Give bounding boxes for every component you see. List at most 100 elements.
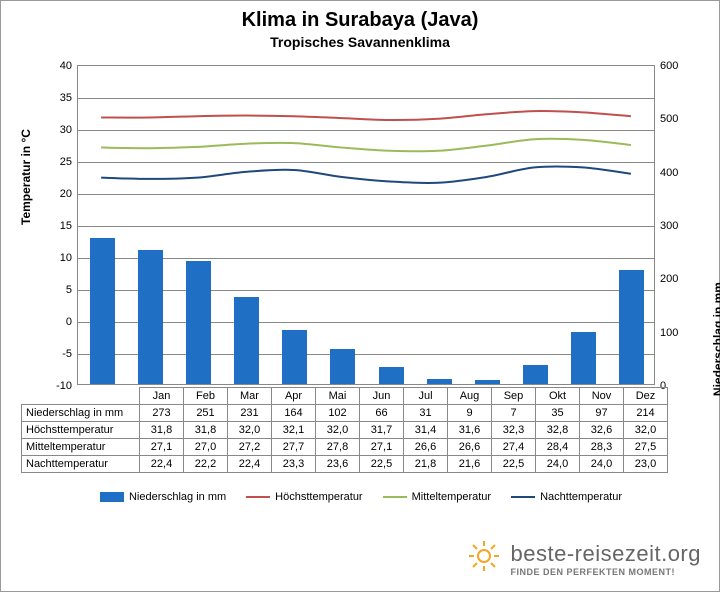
cell: 231: [228, 405, 272, 422]
row-label-precip: Niederschlag in mm: [22, 405, 140, 422]
legend-label: Niederschlag in mm: [129, 491, 226, 503]
cell: 21,6: [448, 456, 492, 473]
cell: 31,7: [360, 422, 404, 439]
climate-chart-frame: Klima in Surabaya (Java) Tropisches Sava…: [0, 0, 720, 592]
ytick-right: 200: [660, 273, 678, 285]
cell: 35: [536, 405, 580, 422]
ytick-left: 40: [60, 60, 72, 72]
row-label-mean: Mitteltemperatur: [22, 439, 140, 456]
month-header: Feb: [184, 388, 228, 405]
month-header: Nov: [580, 388, 624, 405]
row-label-high: Höchsttemperatur: [22, 422, 140, 439]
legend-swatch: [511, 496, 535, 498]
cell: 31: [404, 405, 448, 422]
cell: 24,0: [580, 456, 624, 473]
cell: 26,6: [404, 439, 448, 456]
cell: 102: [316, 405, 360, 422]
ytick-left: 20: [60, 188, 72, 200]
cell: 21,8: [404, 456, 448, 473]
legend-label: Höchsttemperatur: [275, 491, 362, 503]
legend-swatch: [383, 496, 407, 498]
month-header: Mar: [228, 388, 272, 405]
cell: 22,4: [228, 456, 272, 473]
cell: 214: [624, 405, 668, 422]
plot-area: -10-505101520253035400100200300400500600: [77, 65, 655, 385]
high-line: [101, 111, 631, 120]
cell: 32,8: [536, 422, 580, 439]
logo-brand: beste-reisezeit.org: [511, 541, 701, 567]
chart-subtitle: Tropisches Savannenklima: [1, 34, 719, 50]
ytick-left: -5: [62, 348, 72, 360]
legend-swatch: [246, 496, 270, 498]
cell: 27,8: [316, 439, 360, 456]
cell: 23,0: [624, 456, 668, 473]
cell: 27,0: [184, 439, 228, 456]
cell: 22,2: [184, 456, 228, 473]
month-header: Dez: [624, 388, 668, 405]
legend: Niederschlag in mm Höchsttemperatur Mittel…: [1, 491, 720, 503]
cell: 27,1: [140, 439, 184, 456]
legend-item-mean: Mitteltemperatur: [383, 491, 491, 503]
ytick-right: 500: [660, 113, 678, 125]
sun-icon: [468, 540, 500, 577]
cell: 31,8: [140, 422, 184, 439]
month-header: Okt: [536, 388, 580, 405]
ytick-right: 300: [660, 220, 678, 232]
legend-label: Nachttemperatur: [540, 491, 622, 503]
ytick-left: 30: [60, 124, 72, 136]
cell: 273: [140, 405, 184, 422]
cell: 27,1: [360, 439, 404, 456]
month-header: Sep: [492, 388, 536, 405]
cell: 27,5: [624, 439, 668, 456]
cell: 164: [272, 405, 316, 422]
month-header: Jun: [360, 388, 404, 405]
ytick-left: 0: [66, 316, 72, 328]
mean-line: [101, 139, 631, 152]
ytick-left: 35: [60, 92, 72, 104]
cell: 23,3: [272, 456, 316, 473]
cell: 23,6: [316, 456, 360, 473]
ytick-right: 600: [660, 60, 678, 72]
month-header: Aug: [448, 388, 492, 405]
cell: 22,4: [140, 456, 184, 473]
cell: 22,5: [492, 456, 536, 473]
month-header: Jul: [404, 388, 448, 405]
month-header: Jan: [140, 388, 184, 405]
legend-label: Mitteltemperatur: [412, 491, 491, 503]
cell: 28,4: [536, 439, 580, 456]
month-header: Apr: [272, 388, 316, 405]
y-axis-right-label: Niederschlag in mm: [711, 282, 720, 396]
cell: 31,6: [448, 422, 492, 439]
ytick-right: 100: [660, 327, 678, 339]
cell: 27,7: [272, 439, 316, 456]
month-header: Mai: [316, 388, 360, 405]
ytick-left: 15: [60, 220, 72, 232]
site-logo: beste-reisezeit.org FINDE DEN PERFEKTEN …: [468, 540, 701, 577]
cell: 32,0: [316, 422, 360, 439]
data-table: JanFebMarAprMaiJunJulAugSepOktNovDez Nied…: [21, 387, 668, 473]
cell: 27,4: [492, 439, 536, 456]
cell: 31,4: [404, 422, 448, 439]
cell: 32,1: [272, 422, 316, 439]
legend-swatch: [100, 492, 124, 502]
chart-title: Klima in Surabaya (Java): [1, 9, 719, 32]
legend-item-night: Nachttemperatur: [511, 491, 622, 503]
ytick-left: 10: [60, 252, 72, 264]
cell: 28,3: [580, 439, 624, 456]
cell: 32,0: [228, 422, 272, 439]
ytick-left: 5: [66, 284, 72, 296]
cell: 32,6: [580, 422, 624, 439]
cell: 32,0: [624, 422, 668, 439]
cell: 31,8: [184, 422, 228, 439]
legend-item-precip: Niederschlag in mm: [100, 491, 226, 503]
ytick-left: 25: [60, 156, 72, 168]
cell: 22,5: [360, 456, 404, 473]
cell: 7: [492, 405, 536, 422]
cell: 97: [580, 405, 624, 422]
cell: 251: [184, 405, 228, 422]
ytick-right: 400: [660, 167, 678, 179]
cell: 27,2: [228, 439, 272, 456]
cell: 24,0: [536, 456, 580, 473]
logo-tagline: FINDE DEN PERFEKTEN MOMENT!: [511, 567, 701, 577]
cell: 66: [360, 405, 404, 422]
